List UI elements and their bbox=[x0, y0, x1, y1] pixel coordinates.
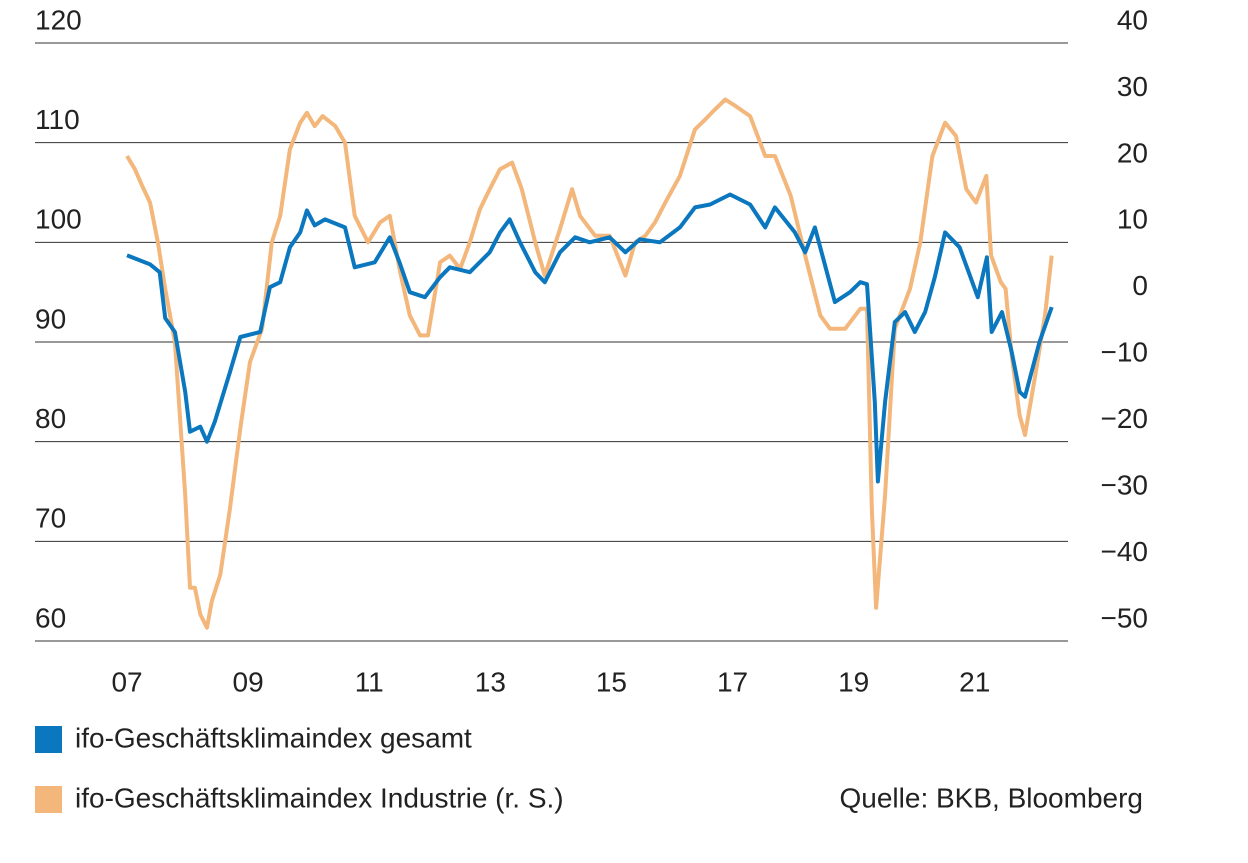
y-tick-label: 110 bbox=[35, 104, 80, 135]
legend-label: ifo-Geschäftsklimaindex gesamt bbox=[75, 722, 472, 753]
legend-swatch bbox=[35, 726, 62, 753]
legend-label: ifo-Geschäftsklimaindex Industrie (r. S.… bbox=[75, 782, 564, 813]
source: Quelle: BKB, Bloomberg bbox=[840, 782, 1144, 813]
y-tick-label: 120 bbox=[35, 4, 82, 35]
y2-tick-label: 20 bbox=[1117, 137, 1148, 168]
y2-tick-label: −20 bbox=[1101, 403, 1149, 434]
x-tick-label: 13 bbox=[475, 666, 506, 697]
y-tick-label: 80 bbox=[35, 403, 66, 434]
y2-tick-label: −50 bbox=[1101, 602, 1149, 633]
x-tick-label: 17 bbox=[717, 666, 748, 697]
x-tick-label: 09 bbox=[233, 666, 264, 697]
x-tick-label: 15 bbox=[596, 666, 627, 697]
y2-tick-label: 40 bbox=[1117, 4, 1148, 35]
x-tick-label: 21 bbox=[959, 666, 990, 697]
y2-tick-label: 0 bbox=[1132, 270, 1148, 301]
legend-swatch bbox=[35, 786, 62, 813]
y2-tick-label: 10 bbox=[1117, 204, 1148, 235]
y-tick-label: 90 bbox=[35, 303, 66, 334]
x-tick-label: 11 bbox=[355, 666, 384, 697]
y-tick-label: 70 bbox=[35, 503, 66, 534]
x-tick-label: 07 bbox=[111, 666, 142, 697]
y2-tick-label: −40 bbox=[1101, 536, 1149, 567]
line bbox=[125, 97, 1054, 630]
y2-tick-label: −30 bbox=[1101, 470, 1149, 501]
y2-tick-label: 30 bbox=[1117, 71, 1148, 102]
x-tick-label: 19 bbox=[838, 666, 869, 697]
y-tick-label: 60 bbox=[35, 602, 66, 633]
line bbox=[126, 192, 1054, 484]
y-tick-label: 100 bbox=[35, 204, 82, 235]
y2-tick-label: −10 bbox=[1101, 337, 1149, 368]
